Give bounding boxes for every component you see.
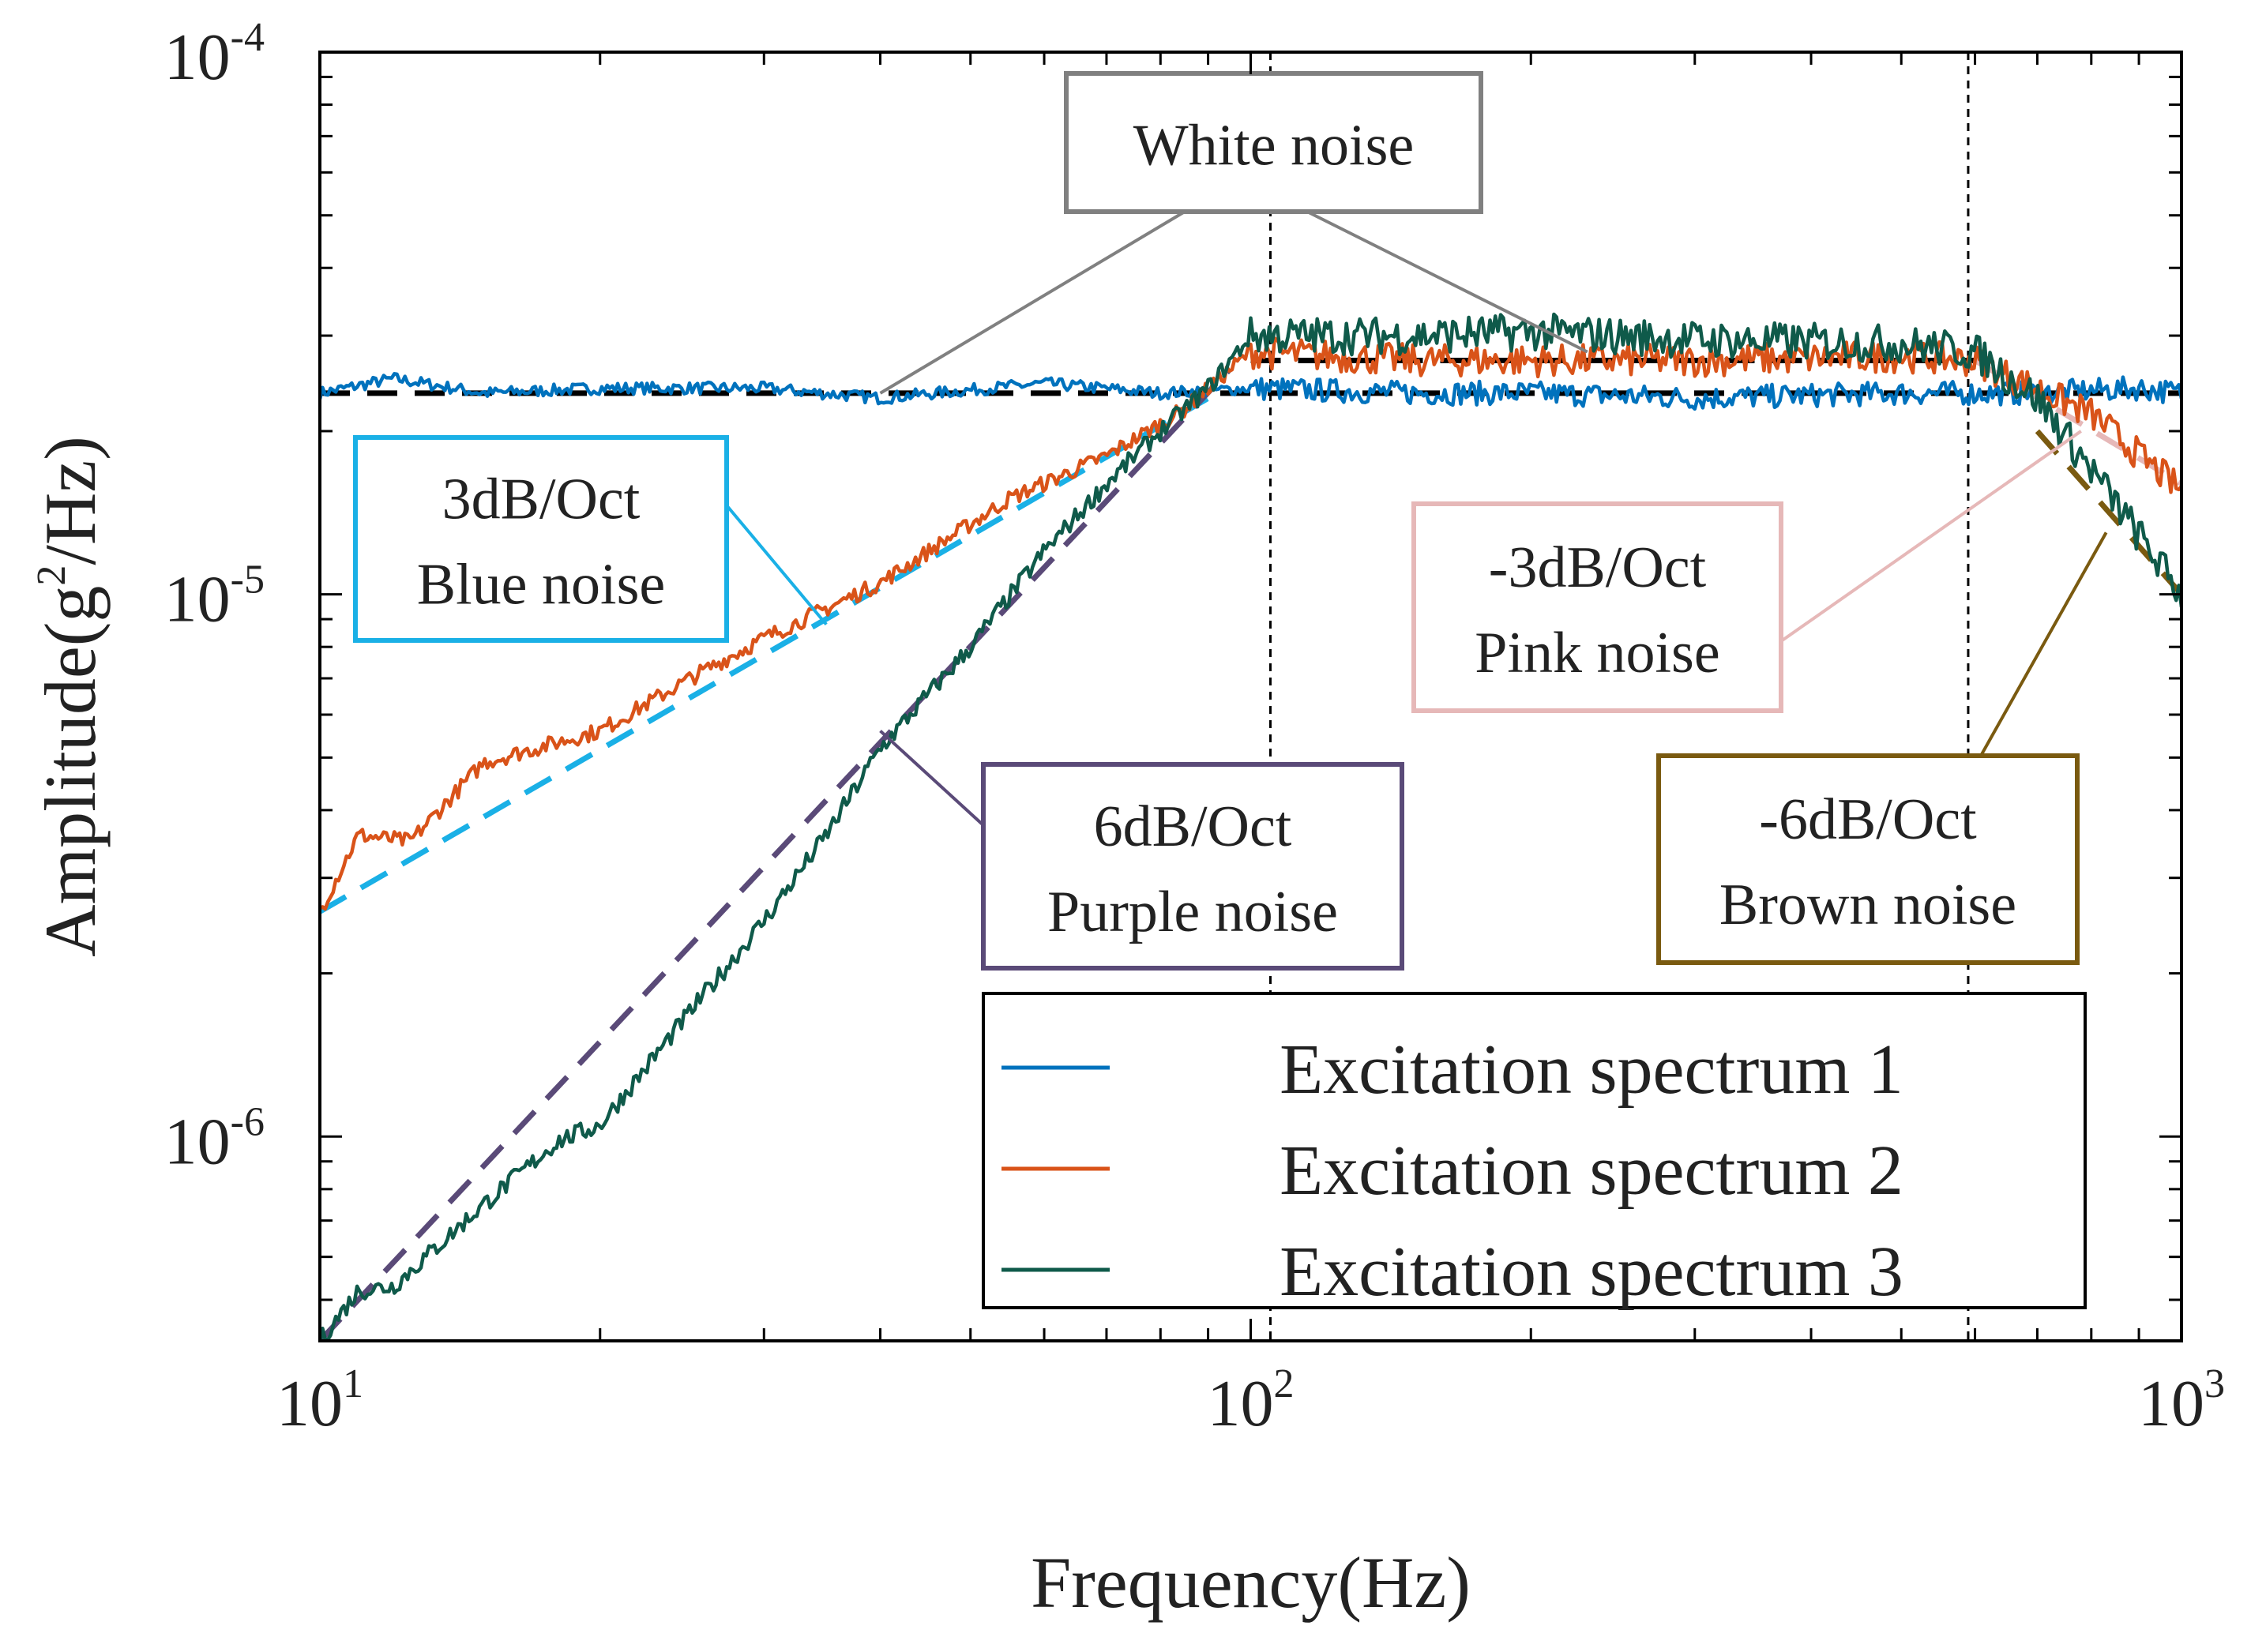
x-tick-label-2: 102 <box>1208 1361 1295 1440</box>
annotation-pink-text-2: Pink noise <box>1475 621 1719 685</box>
annotations: White noise 3dB/Oct Blue noise 6dB/Oct Purpl… <box>353 71 2108 971</box>
legend-label-3: Excitation spectrum 3 <box>1280 1233 1903 1311</box>
x-axis-label: Frequency(Hz) <box>1031 1542 1471 1623</box>
y-axis-label-exp: 2 <box>29 565 74 586</box>
y-tick-label-2-exp: -5 <box>231 558 265 603</box>
x-tick-label-3: 103 <box>2138 1361 2225 1440</box>
annotation-blue-text-2: Blue noise <box>417 553 665 618</box>
y-tick-label-1-base: 10 <box>164 1105 231 1178</box>
annotation-white-box <box>1064 71 1483 214</box>
annotation-pink: -3dB/Oct Pink noise <box>1411 430 2082 713</box>
y-tick-label-3: 10-4 <box>164 15 265 94</box>
x-tick-label-1-base: 10 <box>276 1367 343 1440</box>
annotation-purple: 6dB/Oct Purple noise <box>879 730 1404 971</box>
x-tick-label-2-base: 10 <box>1208 1367 1274 1440</box>
legend: Excitation spectrum 1 Excitation spectrum… <box>982 992 2087 1311</box>
legend-label-1: Excitation spectrum 1 <box>1280 1031 1903 1109</box>
axes: 101 102 10310-610-510-4Frequency(Hz)Amplit… <box>29 15 2225 1623</box>
reference-line-3 <box>320 396 1210 914</box>
y-tick-label-2-base: 10 <box>164 563 231 636</box>
y-tick-label-1-exp: -6 <box>231 1099 265 1144</box>
x-tick-label-1-exp: 1 <box>343 1361 363 1406</box>
y-tick-label-3-base: 10 <box>164 21 231 94</box>
annotation-pink-text-1: -3dB/Oct <box>1489 535 1707 600</box>
annotation-purple-text-1: 6dB/Oct <box>1094 794 1292 859</box>
annotation-white-leader-2 <box>1306 210 1588 354</box>
annotation-brown-leader-1 <box>1979 531 2108 757</box>
annotation-purple-text-2: Purple noise <box>1047 880 1338 944</box>
annotation-brown-text-2: Brown noise <box>1719 873 2016 937</box>
annotation-white-text-1: White noise <box>1133 114 1415 178</box>
annotation-white: White noise <box>879 71 1588 395</box>
annotation-blue-leader-1 <box>725 504 828 626</box>
annotation-blue: 3dB/Oct Blue noise <box>353 435 828 643</box>
annotation-blue-box <box>353 435 729 643</box>
annotation-pink-box <box>1411 501 1783 713</box>
annotation-purple-box <box>981 762 1404 971</box>
y-tick-label-3-exp: -4 <box>231 15 265 60</box>
series-line-3 <box>320 312 2181 1341</box>
x-tick-label-1: 101 <box>276 1361 363 1440</box>
y-axis-label: Amplitude(g2/Hz) <box>29 436 111 957</box>
legend-label-2: Excitation spectrum 2 <box>1280 1132 1903 1210</box>
annotation-brown-text-1: -6dB/Oct <box>1759 787 1977 852</box>
annotation-white-leader-1 <box>879 210 1186 395</box>
y-axis-label-main: Amplitude(g <box>30 586 111 957</box>
y-axis-label-tail: /Hz) <box>30 436 111 565</box>
data-series <box>320 312 2181 1341</box>
legend-box <box>982 992 2087 1309</box>
annotation-purple-leader-1 <box>879 730 985 827</box>
x-tick-label-3-base: 10 <box>2138 1367 2204 1440</box>
y-tick-label-2: 10-5 <box>164 558 265 636</box>
series-line-1 <box>320 372 2181 411</box>
annotation-brown-box <box>1656 753 2080 965</box>
x-tick-label-3-exp: 3 <box>2204 1361 2225 1406</box>
reference-line-4 <box>320 367 1232 1341</box>
annotation-pink-leader-1 <box>1779 430 2082 643</box>
y-tick-label-1: 10-6 <box>164 1099 265 1178</box>
x-tick-label-2-exp: 2 <box>1274 1361 1295 1406</box>
annotation-brown: -6dB/Oct Brown noise <box>1656 531 2108 965</box>
reference-line-6 <box>2035 429 2181 597</box>
annotation-blue-text-1: 3dB/Oct <box>442 467 641 532</box>
